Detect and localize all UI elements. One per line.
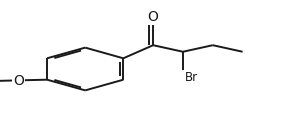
Text: O: O (148, 10, 158, 24)
Text: O: O (13, 74, 24, 88)
Text: Br: Br (184, 71, 197, 84)
